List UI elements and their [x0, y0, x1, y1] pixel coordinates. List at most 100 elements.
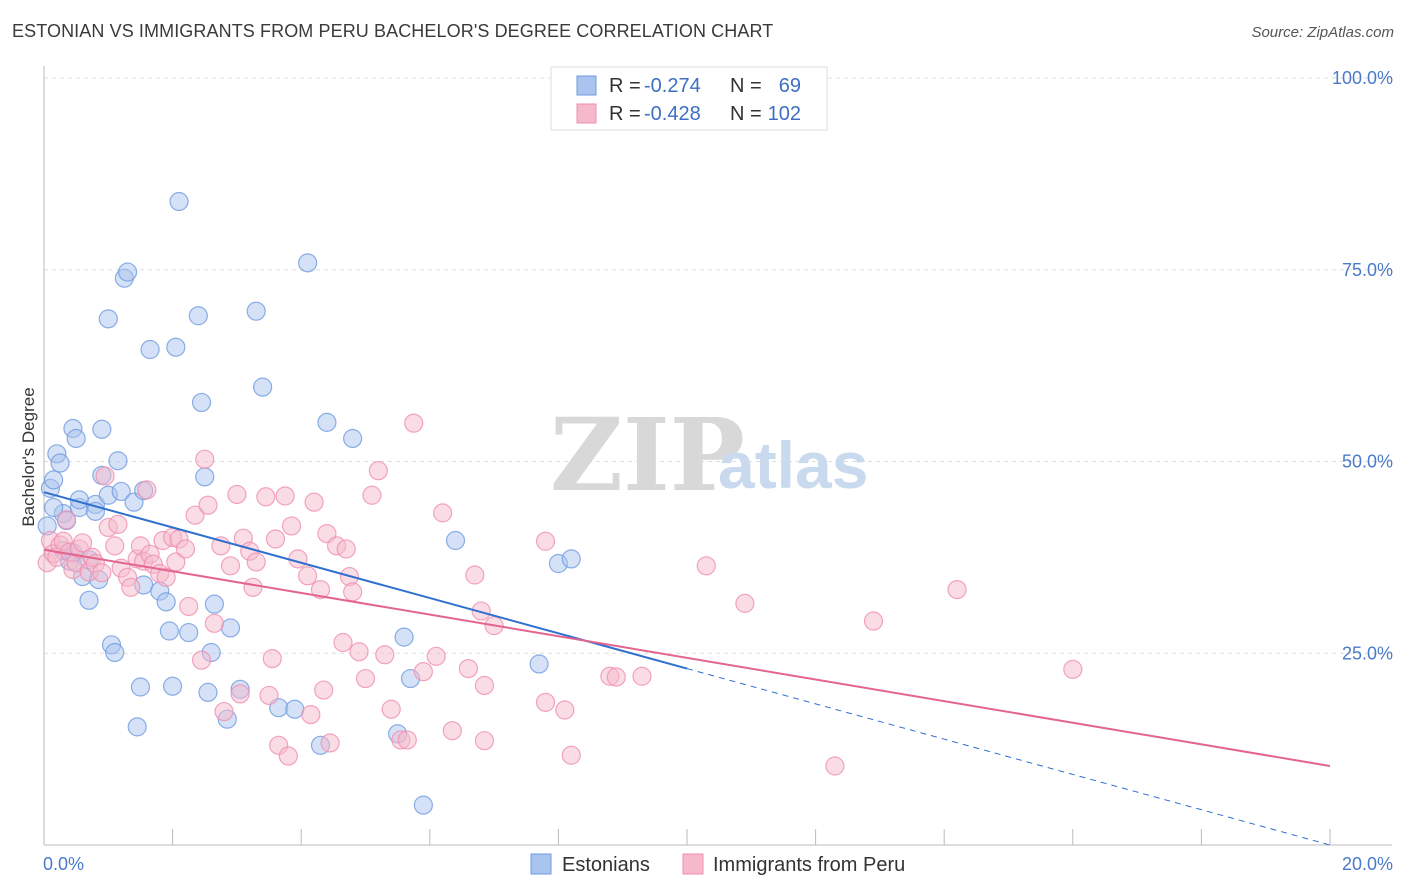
peru-point-31: [156, 567, 176, 587]
peru-point-93: [555, 700, 575, 720]
peru-point-39: [195, 449, 215, 469]
peru-point-88: [474, 731, 495, 751]
peru-point-101: [863, 611, 884, 631]
peru-point-64: [314, 680, 334, 700]
estonian-point-35: [156, 592, 176, 612]
peru-point-87: [471, 601, 491, 621]
y-tick-label-3: 25.0%: [1342, 643, 1393, 663]
estonian-point-33: [140, 339, 160, 360]
grid-lines: [44, 77, 1392, 654]
estonian-point-56: [317, 412, 337, 432]
estonian-point-59: [394, 627, 414, 647]
estonian-point-63: [529, 654, 549, 674]
peru-point-37: [185, 505, 205, 525]
peru-point-57: [278, 746, 298, 766]
peru-trend-line: [43, 548, 1331, 767]
legend-r-value-1: -0.274: [644, 75, 701, 97]
estonian-point-62: [445, 530, 466, 551]
estonian-point-25: [111, 481, 131, 502]
peru-point-59: [288, 549, 308, 569]
estonian-point-23: [105, 642, 125, 663]
legend: R = -0.274 N = 69 R = -0.428 N = 102: [550, 66, 828, 131]
peru-point-44: [220, 556, 241, 576]
peru-point-36: [179, 596, 199, 617]
peru-point-89: [474, 675, 495, 696]
x-tick-right: 20.0%: [1342, 854, 1393, 874]
peru-point-103: [1063, 659, 1083, 679]
peru-point-73: [355, 668, 376, 689]
chart-title: ESTONIAN VS IMMIGRANTS FROM PERU BACHELO…: [12, 21, 774, 41]
peru-point-19: [108, 514, 128, 534]
peru-point-6: [56, 510, 77, 530]
legend-swatch-estonians: [576, 75, 597, 96]
peru-point-66: [320, 733, 340, 753]
peru-point-69: [336, 539, 356, 559]
estonian-point-37: [163, 676, 183, 696]
peru-point-40: [198, 495, 218, 515]
peru-point-75: [368, 461, 388, 481]
estonian-point-61: [413, 795, 433, 815]
estonian-point-46: [204, 594, 224, 614]
bottom-legend: Estonians Immigrants from Peru: [530, 853, 905, 876]
peru-point-86: [465, 565, 485, 585]
bottom-legend-swatch-estonians: [530, 853, 552, 875]
peru-point-15: [92, 563, 112, 583]
peru-point-45: [227, 484, 247, 505]
peru-point-84: [442, 721, 462, 741]
estonian-point-36: [159, 621, 179, 641]
y-tick-label-1: 75.0%: [1342, 260, 1393, 280]
peru-point-99: [735, 593, 755, 613]
peru-point-61: [301, 705, 321, 725]
peru-point-82: [426, 646, 446, 666]
peru-point-80: [404, 413, 424, 433]
estonian-point-40: [179, 622, 199, 643]
y-tick-label-2: 50.0%: [1342, 452, 1393, 472]
estonian-point-51: [253, 377, 273, 397]
watermark: ZIP atlas: [550, 396, 868, 514]
axes: 100.0% 75.0% 50.0% 25.0%: [43, 66, 1393, 846]
peru-point-54: [265, 529, 286, 549]
legend-r-value-2: -0.428: [644, 103, 701, 125]
peru-point-97: [632, 666, 652, 686]
estonian-point-50: [246, 301, 266, 321]
peru-point-38: [191, 650, 212, 670]
peru-point-26: [137, 480, 157, 500]
estonian-point-44: [198, 682, 218, 702]
legend-r-label-1: R =: [609, 75, 641, 97]
estonian-point-29: [127, 717, 147, 737]
peru-point-18: [105, 536, 125, 556]
trend-lines: [43, 491, 1331, 846]
estonian-point-3: [50, 453, 70, 473]
peru-point-79: [397, 730, 417, 750]
peru-point-53: [262, 649, 282, 669]
peru-point-50: [246, 552, 266, 572]
peru-point-83: [433, 503, 453, 523]
estonian-point-57: [343, 428, 363, 449]
peru-point-49: [243, 577, 263, 597]
estonian-point-30: [130, 677, 151, 697]
legend-n-label-2: N =: [730, 103, 762, 125]
x-tick-left: 0.0%: [43, 854, 84, 874]
peru-point-51: [256, 487, 276, 507]
estonian-point-14: [79, 590, 99, 610]
peru-point-102: [947, 579, 967, 600]
peru-point-62: [304, 492, 324, 512]
estonian-point-65: [561, 549, 581, 569]
peru-point-68: [333, 632, 353, 653]
estonian-point-38: [166, 337, 186, 357]
peru-point-56: [275, 486, 295, 506]
peru-point-41: [204, 613, 224, 633]
legend-n-value-1: 69: [779, 75, 801, 97]
peru-point-98: [696, 556, 716, 576]
legend-n-value-2: 102: [768, 103, 801, 125]
estonian-point-21: [98, 309, 118, 329]
peru-point-94: [561, 745, 581, 765]
peru-point-35: [175, 539, 196, 559]
legend-n-label-1: N =: [730, 75, 762, 97]
source-note: Source: ZipAtlas.com: [1251, 24, 1394, 41]
peru-point-43: [214, 701, 234, 722]
peru-point-72: [349, 642, 369, 662]
peru-point-52: [259, 685, 279, 706]
bottom-legend-swatch-peru: [682, 853, 704, 875]
